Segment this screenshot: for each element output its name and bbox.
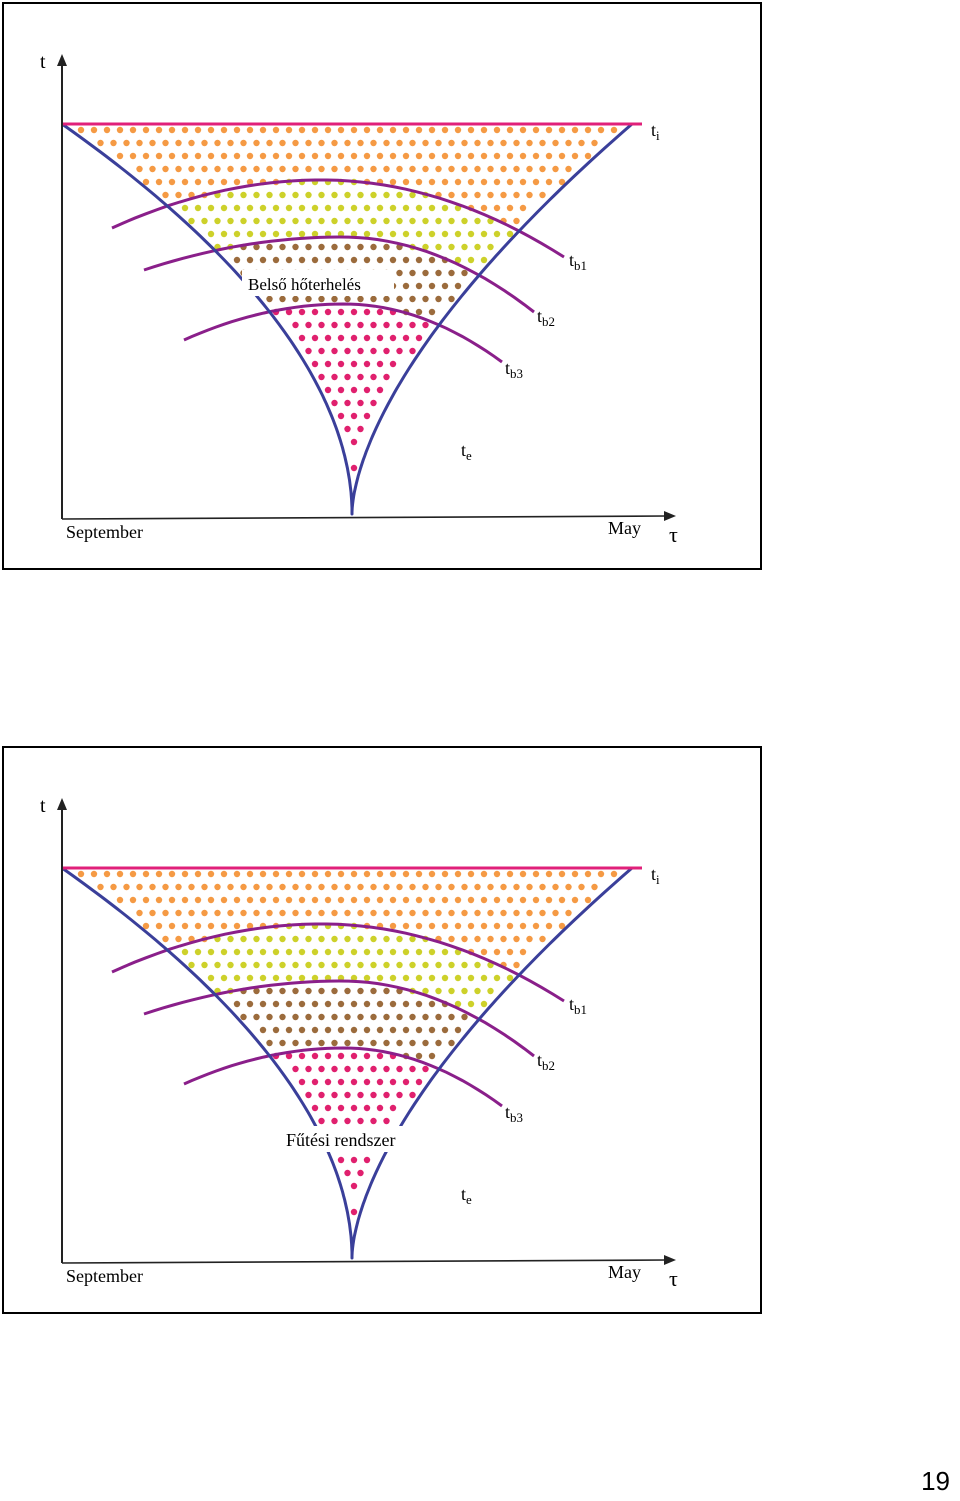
boundary-te <box>61 866 633 1260</box>
boundary-tb3 <box>183 302 503 364</box>
x-start-label: September <box>66 1266 143 1286</box>
x-axis-label: τ <box>669 522 678 547</box>
callout-label: Fűtési rendszer <box>286 1130 395 1150</box>
valley-diagram: t τ September May ti tb1 tb2 tb3 te Fűtési rendsz… <box>40 795 678 1291</box>
valley-diagram: t τ September May ti tb1 tb2 tb3 te Belső hőterhe… <box>40 51 678 547</box>
y-axis-label: t <box>40 51 46 73</box>
label-tb1: tb1 <box>569 994 587 1017</box>
y-axis-label: t <box>40 795 46 817</box>
x-start-label: September <box>66 522 143 542</box>
label-ti: ti <box>651 864 660 887</box>
dot-pattern <box>77 870 618 1216</box>
x-end-label: May <box>608 1262 641 1282</box>
y-axis-arrow <box>57 54 67 66</box>
boundary-tb1 <box>111 178 565 259</box>
callout-label: Belső hőterhelés <box>248 275 361 294</box>
slide-internal-heat-load: t τ September May ti tb1 tb2 tb3 te Belső hőterhe… <box>2 2 762 570</box>
label-tb2: tb2 <box>537 1050 555 1073</box>
boundary-tb1 <box>111 922 565 1003</box>
boundary-tb3 <box>183 1046 503 1108</box>
x-axis <box>61 515 667 520</box>
x-axis <box>61 1259 667 1264</box>
boundary-tb2 <box>143 235 535 314</box>
callout-background <box>242 270 394 296</box>
label-ti: ti <box>651 120 660 143</box>
x-axis-label: τ <box>669 1266 678 1291</box>
x-axis-arrow <box>664 511 676 521</box>
boundary-tb2 <box>143 979 535 1058</box>
label-te: te <box>461 1184 472 1207</box>
x-axis-arrow <box>664 1255 676 1265</box>
label-te: te <box>461 440 472 463</box>
boundary-te <box>61 122 633 516</box>
dot-pattern <box>77 126 618 472</box>
slide-heating-system: t τ September May ti tb1 tb2 tb3 te Fűtési rendsz… <box>2 746 762 1314</box>
y-axis-arrow <box>57 798 67 810</box>
callout-background <box>280 1126 408 1152</box>
page-number: 19 <box>921 1466 950 1496</box>
x-end-label: May <box>608 518 641 538</box>
label-tb1: tb1 <box>569 250 587 273</box>
label-tb2: tb2 <box>537 306 555 329</box>
label-tb3: tb3 <box>505 358 523 381</box>
label-tb3: tb3 <box>505 1102 523 1125</box>
